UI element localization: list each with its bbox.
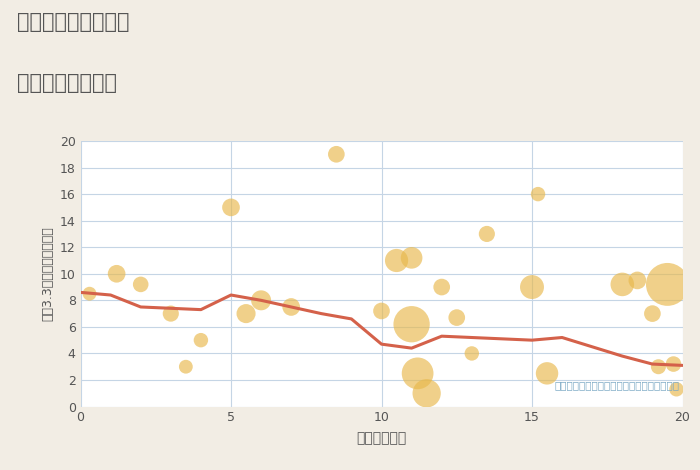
Point <box>668 360 679 368</box>
Point <box>662 281 673 288</box>
Text: 駅距離別土地価格: 駅距離別土地価格 <box>18 73 118 93</box>
Point <box>671 385 682 393</box>
Point <box>225 204 237 211</box>
Point <box>406 254 417 262</box>
Point <box>165 310 176 317</box>
Point <box>286 303 297 311</box>
Point <box>542 369 553 377</box>
Point <box>241 310 252 317</box>
Point <box>135 281 146 288</box>
Point <box>331 150 342 158</box>
X-axis label: 駅距離（分）: 駅距離（分） <box>356 431 407 446</box>
Point <box>632 277 643 284</box>
Point <box>436 283 447 291</box>
Point <box>533 190 544 198</box>
Point <box>617 281 628 288</box>
Point <box>195 337 206 344</box>
Point <box>376 307 387 315</box>
Point <box>526 283 538 291</box>
Point <box>181 363 192 370</box>
Point <box>412 369 423 377</box>
Point <box>647 310 658 317</box>
Point <box>391 257 402 264</box>
Point <box>653 363 664 370</box>
Point <box>451 314 462 321</box>
Point <box>84 290 95 298</box>
Y-axis label: 坪（3.3㎡）単価（万円）: 坪（3.3㎡）単価（万円） <box>41 227 54 321</box>
Point <box>482 230 493 238</box>
Point <box>466 350 477 357</box>
Text: 三重県伊賀市治田の: 三重県伊賀市治田の <box>18 12 130 32</box>
Point <box>111 270 122 277</box>
Point <box>421 390 433 397</box>
Text: 円の大きさは、取引のあった物件面積を示す: 円の大きさは、取引のあった物件面積を示す <box>554 381 680 391</box>
Point <box>406 321 417 328</box>
Point <box>256 297 267 304</box>
